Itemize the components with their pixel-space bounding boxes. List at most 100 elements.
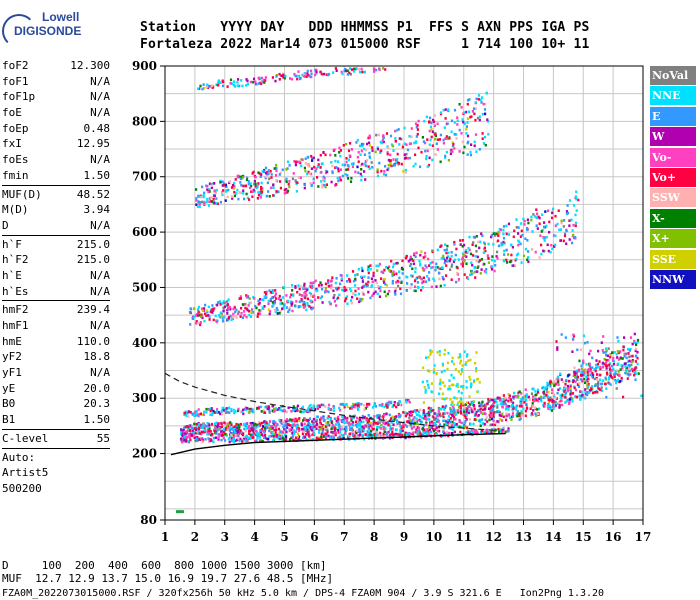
echo-point [379, 289, 382, 293]
echo-point [304, 287, 307, 291]
echo-point [624, 352, 627, 356]
param-label: B0 [2, 397, 16, 411]
echo-point [410, 414, 413, 417]
echo-point [438, 382, 441, 386]
echo-point [278, 173, 281, 176]
echo-point [278, 72, 281, 76]
echo-point [414, 410, 417, 414]
echo-point [467, 246, 470, 250]
echo-point [196, 438, 199, 441]
echo-point [450, 383, 453, 387]
echo-point [479, 407, 482, 411]
echo-point [322, 151, 325, 154]
echo-point [270, 176, 273, 179]
echo-point [552, 393, 555, 396]
echo-point [339, 433, 342, 436]
echo-point [418, 414, 421, 417]
echo-point [444, 154, 447, 158]
echo-point [605, 371, 609, 375]
echo-point [373, 432, 376, 436]
echo-point [633, 368, 636, 372]
echo-point [471, 254, 475, 257]
echo-point [337, 418, 340, 421]
echo-point [560, 396, 563, 400]
echo-point [489, 410, 492, 413]
echo-point [306, 424, 309, 428]
param-label: B1 [2, 413, 16, 427]
echo-point [281, 438, 284, 441]
echo-point [452, 142, 455, 146]
echo-point [451, 400, 454, 404]
echo-point [389, 424, 392, 428]
echo-point [252, 80, 255, 84]
echo-point [282, 75, 285, 79]
echo-point [391, 281, 394, 285]
echo-point [307, 422, 311, 425]
echo-point [490, 265, 493, 268]
echo-point [301, 299, 304, 303]
echo-point [438, 277, 441, 281]
echo-point [617, 339, 620, 343]
echo-point [377, 414, 380, 417]
echo-point [485, 429, 488, 432]
echo-point [380, 423, 383, 427]
echo-point [513, 229, 516, 233]
echo-point [380, 277, 383, 280]
echo-point [194, 428, 198, 431]
param-label: yE [2, 381, 16, 395]
echo-point [241, 303, 244, 306]
echo-point [428, 426, 431, 429]
echo-point [241, 433, 244, 437]
echo-point [230, 422, 233, 425]
echo-point [226, 410, 229, 414]
echo-point [227, 406, 231, 410]
echo-point [414, 285, 417, 288]
echo-point [215, 436, 218, 439]
echo-point [566, 204, 569, 207]
echo-point [582, 377, 585, 381]
echo-point [230, 318, 233, 321]
echo-point [359, 424, 362, 428]
echo-point [318, 431, 321, 434]
echo-point [343, 286, 346, 289]
echo-point [263, 81, 266, 84]
echo-point [615, 380, 619, 383]
echo-point [437, 271, 441, 275]
echo-point [373, 404, 376, 407]
echo-point [278, 294, 281, 298]
echo-point [339, 154, 342, 158]
echo-point [346, 164, 350, 167]
echo-point [320, 425, 323, 429]
echo-point [445, 397, 448, 400]
echo-point [459, 355, 462, 359]
echo-point [634, 354, 637, 358]
echo-point [228, 305, 231, 309]
echo-point [189, 411, 192, 414]
echo-point [316, 176, 319, 179]
echo-point [217, 301, 220, 304]
y-tick-label: 300 [132, 391, 157, 405]
echo-point [466, 251, 469, 254]
echo-point [230, 423, 233, 427]
echo-point [208, 200, 211, 203]
echo-point [211, 412, 214, 415]
echo-point [532, 395, 535, 398]
echo-point [504, 396, 507, 400]
echo-point [405, 425, 409, 428]
echo-point [245, 295, 248, 299]
echo-point [510, 405, 513, 408]
echo-point [263, 426, 266, 430]
echo-point [304, 428, 307, 431]
echo-point [497, 239, 500, 243]
echo-point [194, 314, 198, 317]
echo-point [631, 369, 634, 373]
echo-point [486, 420, 489, 423]
echo-point [559, 228, 563, 231]
echo-point [332, 436, 335, 439]
echo-point [249, 422, 252, 425]
echo-point [302, 419, 305, 422]
echo-point [361, 435, 364, 438]
echo-point [451, 141, 454, 144]
echo-point [501, 405, 504, 409]
echo-point [291, 424, 294, 428]
